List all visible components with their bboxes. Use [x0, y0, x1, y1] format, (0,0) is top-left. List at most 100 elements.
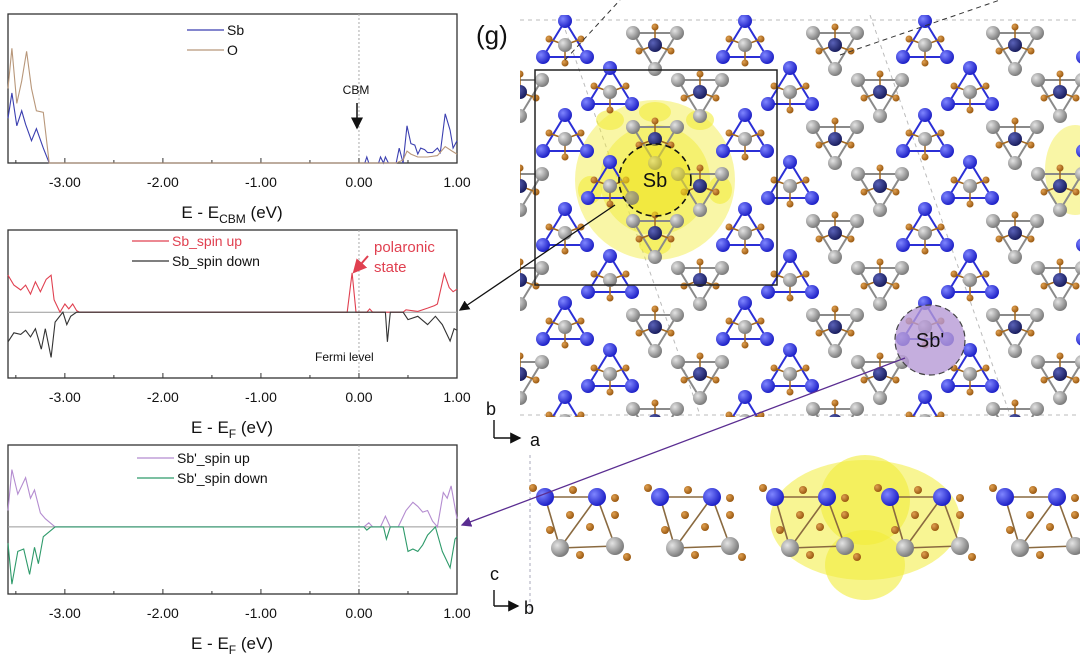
o-atom — [921, 247, 929, 255]
o-atom — [691, 551, 699, 559]
o-atom — [577, 129, 585, 137]
sb-atom — [805, 379, 819, 393]
o-atom — [545, 317, 553, 325]
o-atom — [982, 270, 990, 278]
sb-atom — [468, 226, 482, 240]
bond — [812, 314, 836, 352]
o-atom — [623, 553, 631, 561]
gray-atom — [828, 62, 842, 76]
o-atom — [411, 365, 418, 372]
gray-atom — [693, 391, 707, 405]
sb-atom — [738, 296, 752, 310]
bond — [520, 114, 521, 116]
gray-atom — [851, 73, 865, 87]
bond — [414, 86, 430, 92]
o-atom — [561, 59, 569, 67]
bond — [731, 396, 746, 417]
bond — [520, 280, 521, 281]
sb-atom — [761, 285, 775, 299]
bond — [904, 496, 943, 549]
gray-atom — [850, 214, 864, 228]
tetrahedral-unit — [626, 399, 684, 431]
bond — [430, 68, 452, 104]
bond — [542, 302, 566, 340]
o-atom — [590, 82, 598, 90]
bond — [587, 255, 611, 293]
gray-atom — [446, 214, 460, 228]
sb-atom — [558, 390, 572, 404]
sb-atom — [558, 108, 572, 122]
bond — [1019, 545, 1076, 549]
o-atom — [569, 486, 577, 494]
sb-atom — [761, 97, 775, 111]
o-atom — [799, 486, 807, 494]
gray-atom — [1011, 539, 1029, 557]
x-axis-label-unit: (eV) — [236, 634, 273, 653]
sb-atom — [760, 144, 774, 158]
series-line-sb-spin-down — [7, 525, 458, 585]
sb-atom — [401, 97, 415, 111]
sb-atom — [625, 379, 639, 393]
side-unit — [529, 484, 631, 561]
tetrahedral-unit — [941, 249, 999, 302]
sb-atom — [693, 179, 707, 193]
bond — [430, 86, 446, 92]
sb-atom — [1076, 144, 1080, 158]
o-atom — [1040, 94, 1048, 102]
o-atom — [576, 551, 584, 559]
o-atom — [635, 329, 643, 337]
gray-atom — [1030, 402, 1044, 416]
sb-site-highlight — [618, 143, 692, 217]
o-atom — [968, 553, 976, 561]
tetrahedral-unit — [520, 70, 549, 123]
gray-atom — [1066, 537, 1080, 555]
sb-atom — [941, 97, 955, 111]
charge-density-blob — [639, 102, 671, 122]
tetrahedral-unit — [806, 211, 864, 264]
o-atom — [1011, 23, 1019, 31]
x-tick-label: 1.00 — [443, 174, 470, 190]
sb-atom — [581, 285, 595, 299]
sb-atom — [520, 85, 527, 99]
tetrahedral-unit — [986, 305, 1044, 358]
bond — [1037, 267, 1061, 305]
o-atom — [668, 424, 675, 431]
o-atom — [1027, 329, 1035, 337]
bond — [879, 79, 903, 117]
sb-atom — [588, 488, 606, 506]
o-atom — [741, 153, 749, 161]
bond — [857, 79, 881, 117]
o-atom — [937, 129, 945, 137]
o-atom — [456, 424, 463, 431]
x-tick-label: -2.00 — [147, 605, 179, 621]
o-atom — [606, 106, 614, 114]
sb-prime-site-label: Sb' — [916, 330, 944, 352]
bond — [453, 315, 475, 351]
x-tick-label: -1.00 — [245, 389, 277, 405]
sb-atom — [963, 249, 977, 263]
o-atom — [982, 82, 990, 90]
sb-prime-to-dos-arrow — [460, 357, 906, 527]
sb-atom — [783, 343, 797, 357]
o-atom — [966, 294, 974, 302]
o-atom — [1046, 523, 1054, 531]
gray-atom — [626, 26, 640, 40]
bond — [609, 67, 633, 105]
o-atom — [741, 341, 749, 349]
o-atom — [696, 70, 704, 78]
sb-atom — [651, 488, 669, 506]
tetrahedral-unit — [986, 117, 1044, 170]
tetrahedral-unit — [671, 70, 729, 123]
gray-atom — [491, 355, 505, 369]
o-atom — [831, 23, 839, 31]
sb-atom — [738, 15, 752, 28]
tetrahedral-unit — [581, 249, 639, 302]
gray-atom — [851, 167, 865, 181]
gray-atom — [739, 414, 751, 417]
o-atom — [892, 188, 900, 196]
bond — [564, 208, 588, 246]
sb-atom — [940, 426, 954, 440]
bond — [902, 114, 926, 152]
o-atom — [1011, 399, 1019, 407]
gray-atom — [603, 85, 617, 99]
